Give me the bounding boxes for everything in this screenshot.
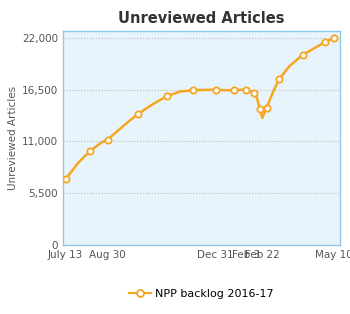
Y-axis label: Unreviewed Articles: Unreviewed Articles bbox=[8, 86, 18, 190]
Legend: NPP backlog 2016-17: NPP backlog 2016-17 bbox=[124, 284, 278, 303]
Title: Unreviewed Articles: Unreviewed Articles bbox=[118, 11, 285, 26]
